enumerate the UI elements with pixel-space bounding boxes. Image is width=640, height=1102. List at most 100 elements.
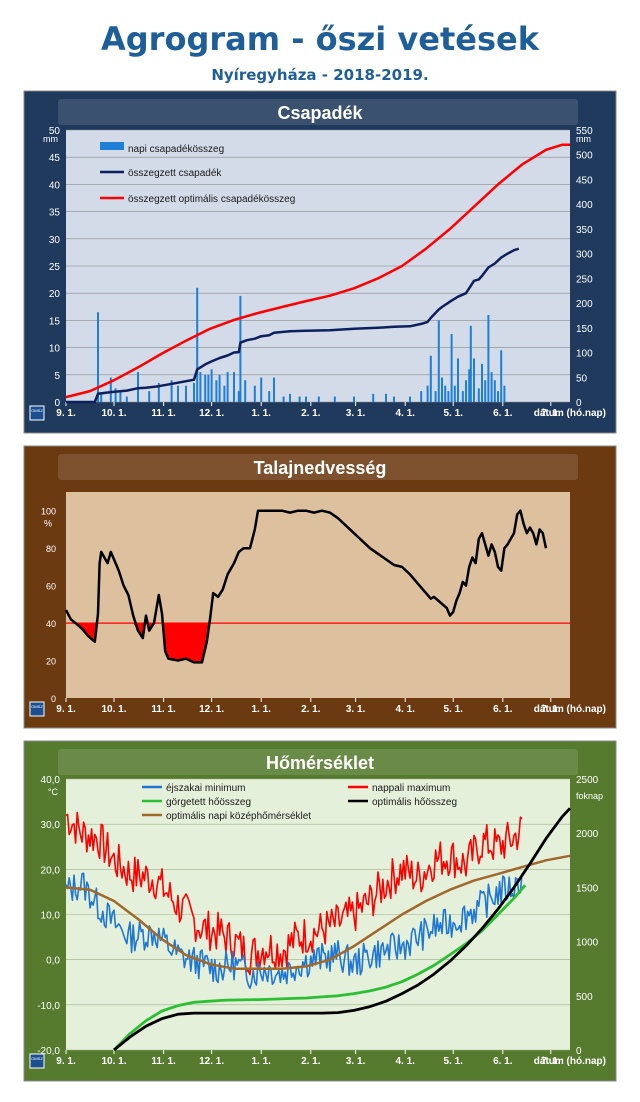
soil-moisture-line (64, 509, 548, 664)
y-tick-label: 10 (49, 344, 61, 355)
x-tick-label: 5. 1. (443, 1056, 463, 1067)
legend-label: éjszakai minimum (166, 783, 245, 794)
precip-bar (177, 385, 179, 402)
precip-bar (244, 380, 247, 402)
x-tick-label: 3. 1. (346, 408, 366, 419)
x-axis-label: dátum (hó.nap) (534, 704, 606, 715)
precip-bar (426, 385, 429, 402)
precip-bar (444, 385, 447, 402)
temperature-chart: Hőmérséklet -20,0 -10,0 0,0 10,0 20,0 30,0 40,0… (23, 740, 617, 1082)
precip-bar (305, 396, 307, 402)
x-tick-label: 1. 1. (251, 408, 271, 419)
precip-bar (434, 391, 437, 402)
deficit-area (66, 623, 546, 663)
y2-tick-label: 2000 (576, 829, 599, 840)
x-tick-label: 10. 1. (101, 408, 126, 419)
x-tick-label: 9. 1. (56, 704, 76, 715)
precip-bar (465, 380, 467, 402)
legend-label: összegzett optimális csapadékösszeg (128, 194, 295, 205)
y-tick-label: 25 (49, 262, 61, 273)
omsz-logo-text: OMSZ (31, 704, 43, 709)
precip-bar (273, 377, 275, 402)
y-unit: °C (48, 787, 59, 797)
optimal-heat-sum-line (113, 807, 572, 1052)
x-tick-label: 2. 1. (301, 1056, 321, 1067)
precip-bar (353, 396, 355, 402)
x-tick-label: 6. 1. (493, 704, 513, 715)
y2-tick-label: 550 (576, 126, 593, 137)
precip-bar (148, 391, 151, 402)
precip-bar (457, 358, 459, 402)
legend-label: görgetett hőösszeg (166, 797, 251, 808)
x-tick-label: 1. 1. (251, 704, 271, 715)
precip-bar (226, 372, 229, 402)
chart-title: Csapadék (277, 103, 363, 123)
x-tick-label: 12. 1. (199, 704, 224, 715)
y2-tick-label: 250 (576, 274, 593, 285)
y2-tick-label: 1500 (576, 883, 599, 894)
precip-bar (204, 374, 207, 402)
y-tick-label: 5 (54, 371, 60, 382)
y-tick-label: -10,0 (37, 1001, 60, 1012)
y2-tick-label: 0 (576, 1046, 582, 1057)
precip-bar (125, 396, 128, 402)
precip-bar (503, 385, 506, 402)
y2-tick-label: 450 (576, 175, 593, 186)
x-tick-label: 3. 1. (346, 1056, 366, 1067)
x-tick-label: 4. 1. (395, 1056, 415, 1067)
precip-bar (207, 374, 210, 402)
legend-label: optimális hőösszeg (372, 797, 457, 808)
precip-bar (196, 287, 199, 402)
precip-bar (218, 374, 221, 402)
legend-label: napi csapadékösszeg (128, 144, 224, 155)
omsz-logo (29, 1053, 45, 1069)
precip-bar (282, 396, 285, 402)
precip-bar (268, 391, 271, 402)
x-tick-label: 11. 1. (151, 704, 176, 715)
title-band (58, 99, 578, 125)
y-unit: mm (43, 134, 58, 144)
plot-area (66, 492, 570, 698)
x-tick-label: 2. 1. (301, 704, 321, 715)
y2-tick-label: 200 (576, 299, 593, 310)
x-tick-label: 10. 1. (101, 704, 126, 715)
x-tick-label: 10. 1. (101, 1056, 126, 1067)
precip-bar (393, 396, 395, 402)
precip-bar (253, 385, 256, 402)
precip-bar (233, 372, 235, 402)
precip-bar (468, 369, 471, 402)
chart-title: Hőmérséklet (266, 753, 374, 773)
precip-bar (372, 393, 375, 402)
precip-bar (100, 393, 103, 402)
page-title: Agrogram - őszi vetések (101, 20, 539, 58)
y2-tick-label: 100 (576, 349, 593, 360)
precip-bar (437, 320, 440, 402)
precip-bar (487, 314, 490, 402)
x-tick-label: 12. 1. (199, 1056, 224, 1067)
optimal-mean-line (65, 854, 571, 970)
y2-tick-label: 0 (576, 398, 582, 409)
x-axis-label: dátum (hó.nap) (534, 1056, 606, 1067)
chart-title: Talajnedvesség (254, 458, 387, 478)
x-tick-label: 2. 1. (301, 408, 321, 419)
optimal-cumulative-line (65, 143, 570, 399)
precip-bar (429, 355, 432, 402)
x-tick-label: 5. 1. (443, 704, 463, 715)
precip-bar (193, 382, 195, 402)
precip-bar (473, 358, 475, 402)
x-tick-label: 1. 1. (251, 1056, 271, 1067)
y-tick-label: 20 (49, 289, 61, 300)
x-tick-label: 12. 1. (199, 408, 224, 419)
x-tick-label: 7. 1. (541, 1056, 561, 1067)
y-tick-label: 0 (54, 398, 60, 409)
legend-swatch (100, 142, 124, 150)
precip-bar (114, 388, 117, 402)
soil-moisture-chart: Talajnedvesség 0 20 40 60 80 100% 9. 1. 10. 1. 11… (23, 445, 617, 729)
y-tick-label: 20,0 (41, 865, 61, 876)
x-tick-label: 7. 1. (541, 704, 561, 715)
cumulative-precip-line (66, 247, 520, 404)
x-tick-label: 9. 1. (56, 408, 76, 419)
precip-bar (420, 391, 423, 402)
y-tick-label: 0,0 (46, 956, 60, 967)
